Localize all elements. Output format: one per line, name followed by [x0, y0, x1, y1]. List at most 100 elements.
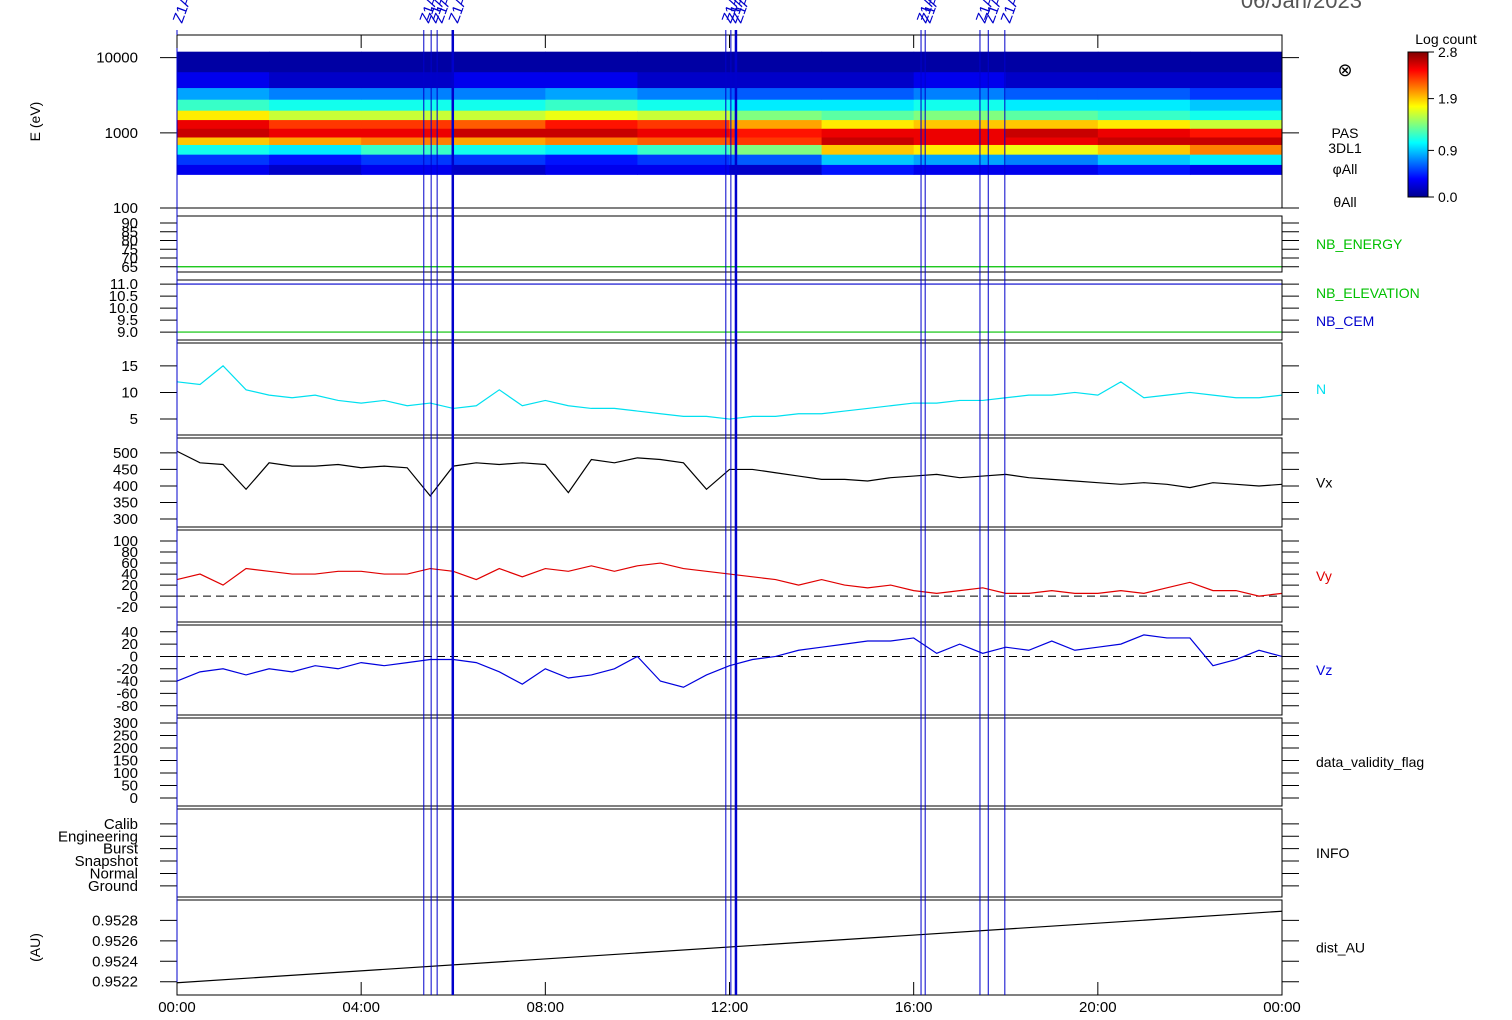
heat-cell	[1097, 128, 1191, 138]
y-tick-label: 5	[130, 411, 138, 428]
series-label: NB_CEM	[1316, 313, 1374, 329]
heat-cell	[361, 87, 454, 100]
y-tick-label: 80	[121, 233, 138, 250]
y-tick-label: 11.0	[110, 276, 138, 293]
x-tick-label: 04:00	[342, 999, 380, 1016]
y-tick-label: Calib	[104, 816, 138, 833]
y-tick-label: 40	[121, 566, 138, 583]
y-tick-label: -80	[116, 698, 138, 715]
y-tick-label: Engineering	[58, 828, 138, 845]
heat-cell	[1097, 144, 1191, 155]
y-tick-label: Burst	[103, 841, 139, 858]
heat-cell	[1005, 71, 1099, 89]
date: 06/Jan/2023	[1241, 0, 1362, 13]
heat-cell	[177, 136, 270, 145]
heat-cell	[545, 51, 638, 73]
heat-cell	[913, 164, 1007, 175]
heat-cell	[1189, 99, 1283, 111]
heat-cell	[913, 71, 1007, 89]
heat-cell	[729, 99, 823, 111]
panel-frame	[176, 529, 1283, 623]
heat-cell	[453, 71, 546, 89]
y-tick-label: 0.9528	[92, 912, 138, 929]
colorbar-tick-label: 2.8	[1438, 44, 1458, 60]
heat-cell	[361, 144, 454, 155]
heat-cell	[269, 110, 362, 121]
heat-cell	[545, 144, 638, 155]
heat-cell	[453, 128, 546, 138]
heat-cell	[913, 128, 1007, 138]
y-tick-label: 350	[113, 495, 138, 512]
heat-cell	[1005, 164, 1099, 175]
heat-cell	[269, 154, 362, 165]
series-line	[176, 365, 1283, 420]
heat-cell	[821, 110, 915, 121]
heat-cell	[1189, 71, 1283, 89]
series-label: NB_ELEVATION	[1316, 285, 1420, 301]
y-tick-label: 9.0	[117, 324, 138, 341]
heat-cell	[269, 119, 362, 129]
heat-cell	[1189, 144, 1283, 155]
symbol: ⊗	[1337, 60, 1352, 80]
heat-cell	[545, 71, 638, 89]
heat-cell	[453, 164, 546, 175]
heat-cell	[913, 99, 1007, 111]
heat-cell	[913, 110, 1007, 121]
heat-cell	[453, 154, 546, 165]
heat-cell	[361, 164, 454, 175]
heat-cell	[821, 144, 915, 155]
x-tick-label: 00:00	[1263, 999, 1301, 1016]
y-tick-label: -20	[116, 599, 138, 616]
heat-cell	[177, 110, 270, 121]
y-tick-label: Normal	[90, 865, 138, 882]
heat-cell	[453, 119, 546, 129]
heat-cell	[637, 51, 730, 73]
y-tick-label: 200	[113, 740, 138, 757]
heat-cell	[361, 136, 454, 145]
side-label: 3DL1	[1328, 140, 1362, 156]
x-tick-label: 08:00	[527, 999, 565, 1016]
y-tick-label: 9.5	[117, 312, 138, 329]
heat-cell	[1189, 154, 1283, 165]
series-line	[176, 634, 1283, 688]
heat-cell	[1097, 164, 1191, 175]
y-tick-label: 90	[121, 215, 138, 232]
x-tick-label: 12:00	[711, 999, 749, 1016]
y-tick-label: 150	[113, 753, 138, 770]
x-tick-label: 20:00	[1079, 999, 1117, 1016]
heat-cell	[453, 144, 546, 155]
heat-cell	[637, 71, 730, 89]
heat-cell	[545, 154, 638, 165]
heat-cell	[1005, 110, 1099, 121]
heat-cell	[177, 71, 270, 89]
heat-cell	[1189, 164, 1283, 175]
heat-cell	[913, 154, 1007, 165]
heat-cell	[361, 51, 454, 73]
heat-cell	[1097, 119, 1191, 129]
series-label: Vx	[1316, 475, 1332, 491]
heat-cell	[177, 99, 270, 111]
heat-cell	[729, 119, 823, 129]
panel-frame	[176, 808, 1283, 898]
side-label: φAll	[1333, 161, 1358, 177]
heat-cell	[545, 136, 638, 145]
series-label: data_validity_flag	[1316, 754, 1424, 770]
heat-cell	[729, 164, 823, 175]
y-tick-label: 0	[130, 648, 138, 665]
y-tick-label: 20	[121, 577, 138, 594]
heat-cell	[1189, 119, 1283, 129]
heat-cell	[913, 119, 1007, 129]
heat-cell	[361, 71, 454, 89]
heat-cell	[637, 110, 730, 121]
heat-cell	[177, 144, 270, 155]
heat-cell	[821, 87, 915, 100]
y-tick-label: 100	[113, 200, 138, 217]
heat-cell	[1097, 154, 1191, 165]
y-tick-label: 300	[113, 511, 138, 528]
heat-cell	[821, 119, 915, 129]
heat-cell	[269, 87, 362, 100]
y-tick-label: Snapshot	[75, 853, 139, 870]
heat-cell	[269, 99, 362, 111]
